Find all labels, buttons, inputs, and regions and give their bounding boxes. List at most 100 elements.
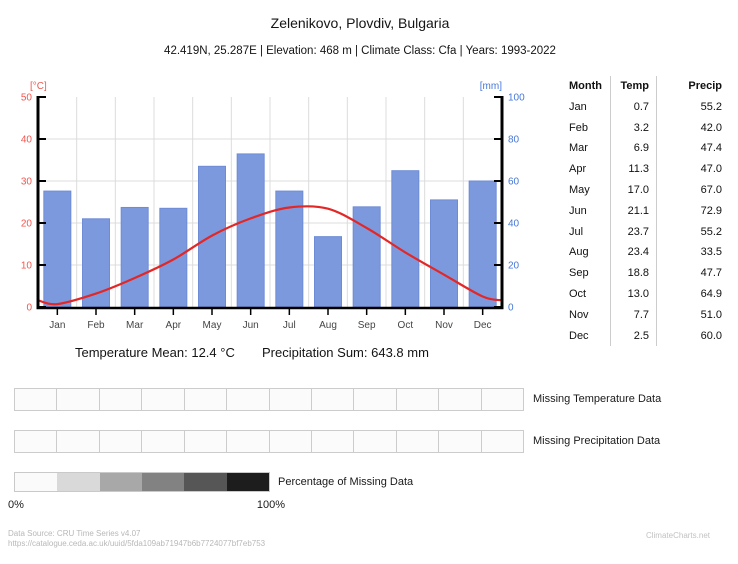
table-cell: 11.3 xyxy=(611,159,657,180)
tick-label-right: 0 xyxy=(508,303,514,314)
climate-chart-svg: 0 10 20 30 40 50 0 20 40 60 80 100 Jan Feb Mar Apr May Ju… xyxy=(21,81,525,331)
table-cell: Jun xyxy=(559,200,611,222)
missing-temperature-cell xyxy=(396,388,440,411)
month-label: Dec xyxy=(474,320,492,331)
legend-gradient-cell xyxy=(99,473,142,491)
table-cell: 64.9 xyxy=(700,287,722,300)
precip-bar xyxy=(468,180,497,308)
precip-bar xyxy=(159,207,188,308)
month-label: Apr xyxy=(166,320,182,331)
tick-label-right: 100 xyxy=(508,93,525,104)
table-cell: 23.7 xyxy=(611,221,657,243)
missing-precipitation-cell xyxy=(481,430,525,453)
missing-precipitation-strip xyxy=(14,430,525,453)
temperature-line xyxy=(37,205,503,306)
table-cell: Sep xyxy=(559,263,611,284)
month-label: May xyxy=(203,320,222,331)
precip-bar xyxy=(236,153,265,308)
table-cell: Jul xyxy=(559,221,611,243)
table-cell: 47.7 xyxy=(700,267,722,280)
missing-temperature-cell xyxy=(354,388,397,411)
data-source-url: https://catalogue.ceda.ac.uk/uuid/5fda10… xyxy=(8,539,266,548)
table-cell: Jan xyxy=(559,96,611,118)
table-cell: Dec xyxy=(559,325,611,347)
tick-label-left: 50 xyxy=(21,93,33,104)
missing-temperature-cell xyxy=(142,388,185,411)
page-title: Zelenikovo, Plovdiv, Bulgaria xyxy=(270,15,450,31)
tick-label-right: 60 xyxy=(508,177,520,188)
missing-precipitation-cell xyxy=(354,430,397,453)
tick-label-left: 40 xyxy=(21,135,33,146)
legend-gradient-cell xyxy=(141,473,185,491)
table-cell: 13.0 xyxy=(611,283,657,305)
missing-precipitation-cell xyxy=(14,430,58,453)
tick-label-right: 80 xyxy=(508,135,520,146)
table-cell: Apr xyxy=(559,159,611,180)
missing-temperature-cell xyxy=(439,388,482,411)
table-cell: 55.2 xyxy=(700,225,722,238)
month-label: Feb xyxy=(87,320,105,331)
missing-precipitation-cell xyxy=(227,430,270,453)
legend-gradient-cell xyxy=(15,473,58,491)
table-cell: 17.0 xyxy=(611,179,657,201)
table-header-cell: Month xyxy=(559,76,611,97)
missing-precipitation-cell xyxy=(269,430,312,453)
missing-temperature-cell xyxy=(481,388,525,411)
month-label: Oct xyxy=(398,320,414,331)
page-subtitle: 42.419N, 25.287E | Elevation: 468 m | Cl… xyxy=(164,45,556,57)
missing-temperature-cell xyxy=(184,388,228,411)
missing-precipitation-cell xyxy=(57,430,100,453)
missing-temperature-cell xyxy=(227,388,270,411)
table-cell: 6.9 xyxy=(611,138,657,160)
missing-temperature-cell xyxy=(269,388,312,411)
unit-label-celsius: [°C] xyxy=(30,81,47,92)
table-cell: 23.4 xyxy=(611,242,657,264)
table-cell: 3.2 xyxy=(611,117,657,139)
table-cell: Aug xyxy=(559,242,611,264)
tick-label-left: 20 xyxy=(21,219,33,230)
table-cell: 18.8 xyxy=(611,263,657,284)
missing-temperature-cell xyxy=(311,388,355,411)
tick-label-left: 0 xyxy=(26,303,32,314)
table-cell: 72.9 xyxy=(700,204,722,217)
table-cell: 7.7 xyxy=(611,304,657,326)
precip-bar xyxy=(120,206,149,308)
table-cell: 33.5 xyxy=(700,246,722,259)
table-cell: Mar xyxy=(559,138,611,160)
table-cell: 2.5 xyxy=(611,325,657,347)
temperature-mean-label: Temperature Mean: 12.4 °C xyxy=(75,345,235,360)
month-label: Sep xyxy=(358,320,376,331)
missing-precipitation-label: Missing Precipitation Data xyxy=(533,435,661,447)
tick-label-left: 10 xyxy=(21,261,33,272)
legend-gradient-cell xyxy=(57,473,100,491)
missing-precipitation-cell xyxy=(396,430,440,453)
precip-bar xyxy=(314,236,342,308)
table-cell: 51.0 xyxy=(700,308,722,321)
precipitation-sum-label: Precipitation Sum: 643.8 mm xyxy=(262,345,429,360)
unit-label-mm: [mm] xyxy=(480,81,502,92)
grayscale-legend-label: Percentage of Missing Data xyxy=(278,476,414,488)
month-label: Mar xyxy=(126,320,144,331)
footer-brand: ClimateCharts.net xyxy=(645,531,710,540)
missing-precipitation-cell xyxy=(142,430,185,453)
precip-bar xyxy=(275,190,304,308)
month-label: Nov xyxy=(435,320,453,331)
data-source-text: Data Source: CRU Time Series v4.07 xyxy=(8,529,141,538)
legend-min-label: 0% xyxy=(8,499,24,511)
precip-bar xyxy=(430,199,458,308)
table-cell: 0.7 xyxy=(611,96,657,118)
legend-gradient-cell xyxy=(226,473,269,491)
table-cell: 42.0 xyxy=(700,121,722,134)
month-label: Jul xyxy=(283,320,296,331)
table-cell: 47.0 xyxy=(700,163,722,176)
missing-temperature-label: Missing Temperature Data xyxy=(533,393,662,405)
climate-table: Month Temp Precip Jan 0.7 55.2 Feb 3.2 42.0 Mar 6.… xyxy=(559,76,738,347)
precip-bar xyxy=(391,170,420,308)
table-cell: 55.2 xyxy=(700,100,722,113)
missing-temperature-strip xyxy=(14,388,525,411)
precip-bar xyxy=(43,190,72,308)
missing-precipitation-cell xyxy=(311,430,355,453)
grayscale-legend xyxy=(14,472,270,492)
missing-temperature-cell xyxy=(14,388,58,411)
table-cell: Oct xyxy=(559,283,611,305)
